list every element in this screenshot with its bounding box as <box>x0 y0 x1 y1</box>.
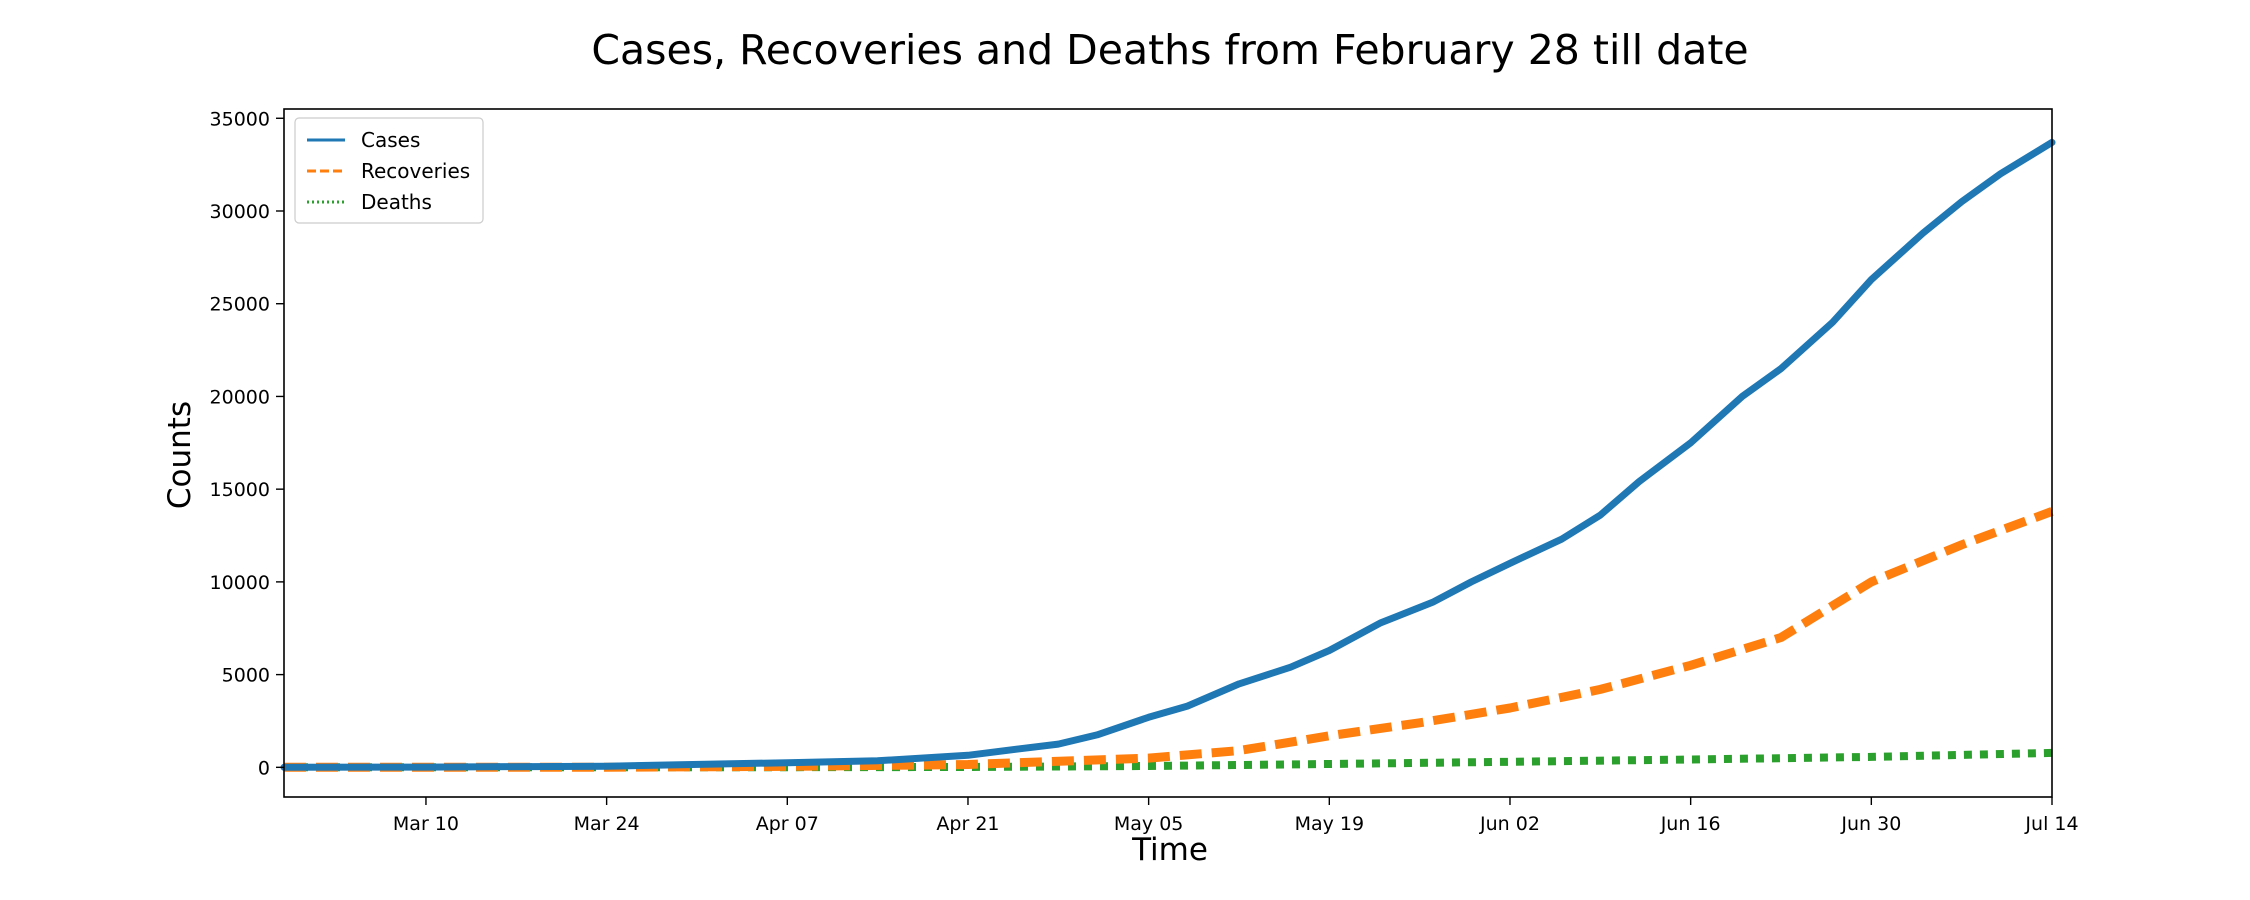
legend-label-deaths: Deaths <box>361 190 432 214</box>
x-tick-label: Jul 14 <box>2024 813 2078 835</box>
plot-area: 0 5000 10000 15000 20000 25000 30000 35000 Mar 1… <box>210 108 2079 835</box>
series-line-recoveries <box>283 507 2054 772</box>
x-tick-label: Apr 21 <box>936 813 999 835</box>
y-axis-title: Counts <box>162 401 198 509</box>
y-tick-label: 30000 <box>210 201 270 223</box>
x-tick-label: Mar 10 <box>393 813 459 835</box>
x-tick-label: Jun 02 <box>1479 813 1540 835</box>
x-tick-label: Apr 07 <box>756 813 819 835</box>
x-tick-label: Jun 16 <box>1660 813 1721 835</box>
x-tick-label: May 05 <box>1114 813 1184 835</box>
y-tick-label: 25000 <box>210 294 270 316</box>
y-tick-label: 35000 <box>210 108 270 130</box>
x-tick-label: Mar 24 <box>574 813 640 835</box>
plot-frame <box>283 108 2053 798</box>
y-tick-label: 15000 <box>210 479 270 501</box>
legend-label-cases: Cases <box>361 128 420 152</box>
chart-title: Cases, Recoveries and Deaths from Februa… <box>591 26 1748 74</box>
legend-label-recoveries: Recoveries <box>361 159 470 183</box>
y-tick-label: 5000 <box>222 665 270 687</box>
x-tick-label: Jun 30 <box>1840 813 1901 835</box>
x-tick-label: May 19 <box>1295 813 1365 835</box>
y-tick-label: 10000 <box>210 572 270 594</box>
x-axis-title: Time <box>1131 832 1208 868</box>
legend: Cases Recoveries Deaths <box>294 117 484 224</box>
y-tick-label: 20000 <box>210 386 270 408</box>
series-line-cases <box>280 138 2056 771</box>
y-tick-label: 0 <box>258 757 270 779</box>
legend-box <box>294 117 484 224</box>
